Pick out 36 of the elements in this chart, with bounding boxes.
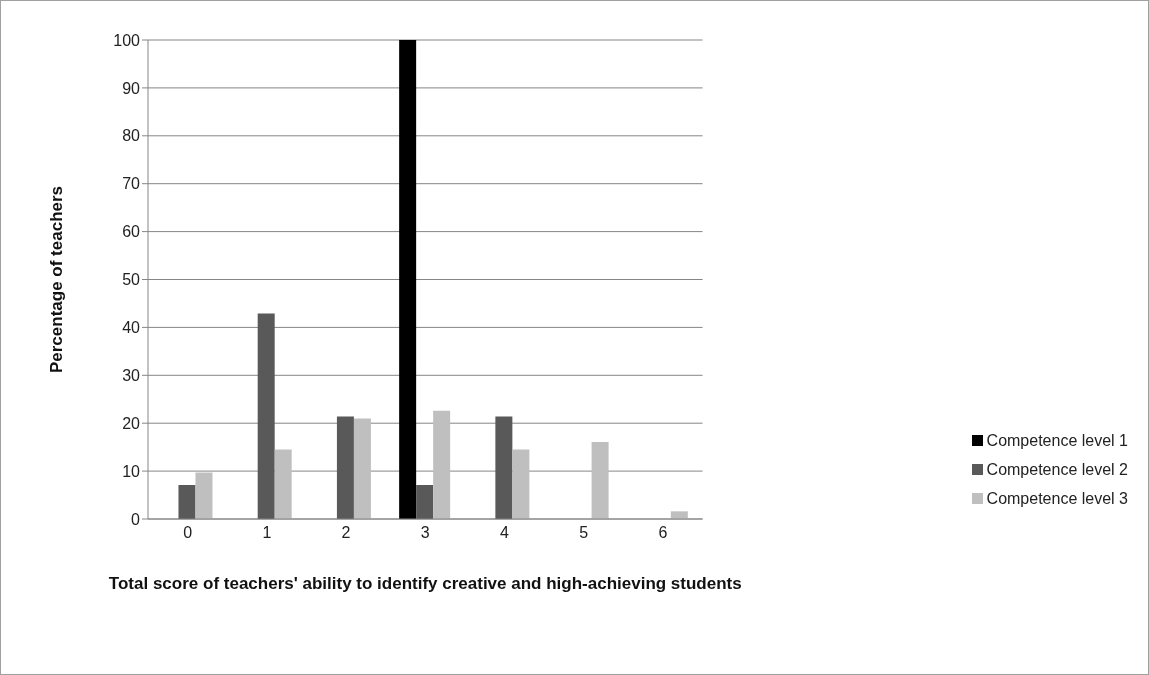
bar <box>274 449 292 519</box>
y-tick-label: 0 <box>131 510 141 528</box>
bar <box>416 484 434 519</box>
bar <box>336 416 354 519</box>
y-tick-label: 30 <box>122 366 141 384</box>
x-tick-label: 0 <box>183 524 193 542</box>
x-tick-label: 5 <box>579 524 589 542</box>
bar <box>399 40 417 519</box>
bar <box>353 418 371 519</box>
y-tick-label: 80 <box>122 127 141 145</box>
y-tick-label: 10 <box>122 462 141 480</box>
bar <box>591 441 609 519</box>
y-axis-title: Percentage of teachers <box>47 185 67 374</box>
y-tick-label: 100 <box>113 31 141 49</box>
y-tick-label: 60 <box>122 223 141 241</box>
bar <box>195 472 213 519</box>
x-tick-label: 4 <box>500 524 510 542</box>
x-tick-label: 1 <box>262 524 272 542</box>
bar <box>495 416 513 519</box>
x-tick-label: 2 <box>341 524 351 542</box>
x-axis-title: Total score of teachers' ability to identify creative and high-achieving students <box>108 574 742 593</box>
bar <box>257 313 275 519</box>
y-tick-label: 40 <box>122 319 141 337</box>
y-tick-label: 50 <box>122 271 141 289</box>
y-tick-label: 90 <box>122 79 141 97</box>
bar <box>433 410 451 519</box>
x-tick-label: 3 <box>420 524 430 542</box>
bar <box>178 484 196 519</box>
legend-label: Competence level 3 <box>986 489 1128 508</box>
y-tick-label: 20 <box>122 414 141 432</box>
legend-label: Competence level 1 <box>986 431 1128 450</box>
bar <box>512 449 530 519</box>
bar <box>670 511 688 519</box>
y-tick-label: 70 <box>122 175 141 193</box>
x-tick-label: 6 <box>658 524 668 542</box>
legend-label: Competence level 2 <box>986 460 1128 479</box>
